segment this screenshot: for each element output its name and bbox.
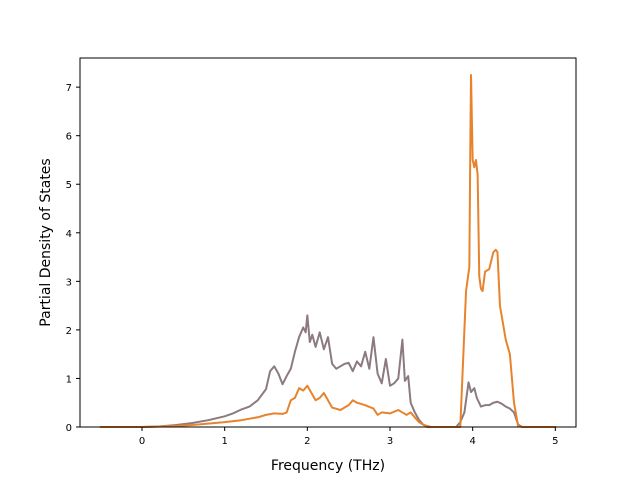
x-tick-label: 2: [304, 436, 310, 447]
axes-frame: [79, 57, 577, 428]
x-axis-label: Frequency (THz): [271, 458, 385, 474]
x-tick-label: 3: [387, 436, 393, 447]
y-tick-label: 5: [66, 180, 72, 191]
y-tick-label: 7: [66, 83, 72, 94]
x-tick-label: 5: [552, 436, 558, 447]
y-tick-label: 0: [66, 423, 72, 434]
y-tick-label: 2: [66, 326, 72, 337]
y-tick-label: 3: [66, 277, 72, 288]
x-tick-label: 1: [221, 436, 227, 447]
y-axis-label: Partial Density of States: [38, 158, 54, 326]
series-line-2: [99, 73, 557, 428]
x-tick-label: 4: [469, 436, 475, 447]
x-tick-label: 0: [139, 436, 145, 447]
y-tick-label: 1: [66, 374, 72, 385]
y-tick-label: 4: [66, 229, 72, 240]
axes-layer: 0 1 2 3 4 5 0 1 2 3 4 5 6 7: [66, 57, 577, 447]
y-tick-label: 6: [66, 132, 72, 143]
series-line-1: [99, 314, 557, 428]
series-layer: [99, 73, 557, 428]
